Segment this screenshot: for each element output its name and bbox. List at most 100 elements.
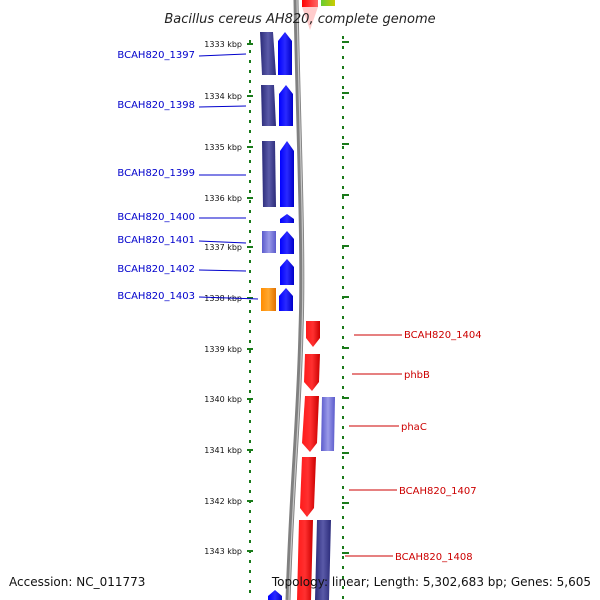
scale-dot (342, 136, 344, 139)
scale-tick-label: 1340 kbp (204, 395, 242, 404)
scale-tick-mark (247, 246, 253, 248)
scale-dot (249, 440, 251, 443)
gene-arrow (279, 288, 293, 311)
scale-dot (342, 556, 344, 559)
scale-dot (249, 40, 251, 43)
scale-dot (249, 110, 251, 113)
scale-dot (342, 536, 344, 539)
scale-dot (249, 250, 251, 253)
cds-feature (262, 141, 276, 207)
scale-dot (342, 126, 344, 129)
gene-label: BCAH820_1407 (399, 486, 477, 497)
scale-tick-mark-right (342, 452, 349, 454)
scale-dot (249, 200, 251, 203)
gene-arrow (278, 32, 292, 75)
scale-dot (249, 180, 251, 183)
genome-title: Bacillus cereus AH820, complete genome (164, 12, 435, 27)
scale-dot (249, 90, 251, 93)
scale-dot (342, 266, 344, 269)
scale-tick-label: 1337 kbp (204, 243, 242, 252)
scale-tick-label: 1336 kbp (204, 194, 242, 203)
scale-dot (249, 130, 251, 133)
scale-tick-mark (247, 449, 253, 451)
gene-arrow (280, 214, 294, 223)
gene-arrow (280, 231, 294, 254)
scale-dot (249, 280, 251, 283)
scale-dot (342, 566, 344, 569)
scale-dot (249, 490, 251, 493)
scale-dot (249, 580, 251, 583)
scale-dot (249, 70, 251, 73)
scale-dot (342, 196, 344, 199)
gene-arrow (304, 354, 320, 391)
scale-dot (342, 76, 344, 79)
scale-tick-mark (247, 197, 253, 199)
scale-dot (249, 60, 251, 63)
scale-dot (249, 150, 251, 153)
scale-dot (342, 456, 344, 459)
scale-dot (342, 586, 344, 589)
scale-dot (342, 246, 344, 249)
scale-dot (342, 376, 344, 379)
scale-dot (342, 386, 344, 389)
scale-dot (249, 470, 251, 473)
gene-arrow (280, 141, 294, 207)
gene-label: BCAH820_1400 (117, 212, 195, 223)
gene-arrow (280, 259, 294, 285)
scale-dot (342, 516, 344, 519)
scale-dot (342, 116, 344, 119)
scale-dot (342, 466, 344, 469)
scale-dot (249, 410, 251, 413)
scale-tick-mark-right (342, 92, 349, 94)
gene-arrow-bottom (268, 590, 282, 600)
cds-feature-orange (261, 288, 276, 311)
scale-dot (249, 390, 251, 393)
scale-dot (342, 146, 344, 149)
scale-dot (249, 310, 251, 313)
reverse-strand-features (297, 321, 335, 600)
gene-arrow (279, 85, 293, 126)
scale-dot (342, 86, 344, 89)
scale-tick-mark (247, 95, 253, 97)
gene-label: BCAH820_1408 (395, 552, 473, 563)
scale-dot (342, 326, 344, 329)
scale-dot (342, 576, 344, 579)
scale-tick-label: 1339 kbp (204, 345, 242, 354)
scale-dot (342, 276, 344, 279)
scale-dot (342, 236, 344, 239)
scale-dot (249, 210, 251, 213)
scale-tick-label: 1343 kbp (204, 547, 242, 556)
gene-arrow (297, 520, 313, 600)
scale-dot (249, 260, 251, 263)
scale-dot (342, 476, 344, 479)
scale-dot (249, 460, 251, 463)
scale-dot (342, 506, 344, 509)
scale-tick-label: 1342 kbp (204, 497, 242, 506)
scale-dot (249, 50, 251, 53)
scale-dot (249, 530, 251, 533)
gene-label-leader (198, 269, 247, 272)
gene-label-leader (198, 105, 247, 108)
scale-dot (249, 270, 251, 273)
scale-dot (342, 106, 344, 109)
scale-tick-mark-right (342, 397, 349, 399)
accession-label: Accession: NC_011773 (9, 575, 145, 589)
scale-dot (249, 510, 251, 513)
chromosome-backbone (285, 0, 305, 600)
scale-dot (249, 400, 251, 403)
scale-dot (342, 186, 344, 189)
scale-tick-mark-right (342, 552, 349, 554)
scale-dot (249, 220, 251, 223)
gene-label: phaC (401, 422, 427, 433)
scale-dot (342, 96, 344, 99)
scale-tick-mark-right (342, 143, 349, 145)
scale-dot (249, 340, 251, 343)
genome-summary: Topology: linear; Length: 5,302,683 bp; … (271, 575, 591, 589)
scale-dot (342, 406, 344, 409)
scale-tick-mark (247, 146, 253, 148)
scale-dot (249, 240, 251, 243)
scale-dot (342, 366, 344, 369)
scale-tick-mark-right (342, 347, 349, 349)
scale-tick-label: 1335 kbp (204, 143, 242, 152)
scale-dot (342, 36, 344, 39)
